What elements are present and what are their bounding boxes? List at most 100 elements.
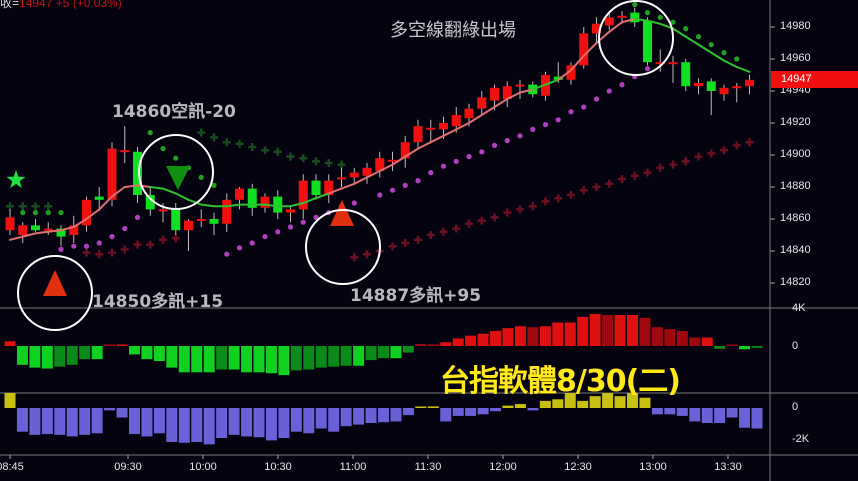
trend-line-segment — [697, 43, 713, 54]
trend-line-segment — [187, 198, 203, 206]
lower-band-cross — [745, 138, 754, 147]
candle-up — [235, 188, 244, 200]
lower-band-cross — [681, 157, 690, 166]
candle-up — [375, 158, 385, 171]
histogram-1-bar-negative — [41, 346, 53, 369]
histogram-2-bar-negative — [701, 408, 713, 424]
candle-up — [604, 17, 614, 26]
upper-band-cross — [210, 133, 218, 142]
candle-up — [184, 220, 193, 231]
trend-line-segment — [378, 163, 394, 172]
time-tick-label: 10:30 — [264, 461, 292, 473]
candle-down — [630, 12, 640, 23]
histogram-1-bar-positive — [627, 314, 638, 346]
chart-title: 台指軟體8/30(二) — [440, 364, 681, 399]
price-tick-label: 14820 — [780, 276, 811, 288]
trend-line-segment — [646, 19, 662, 25]
candle-up — [107, 148, 117, 200]
signal-dot — [198, 174, 204, 180]
candle-up — [196, 219, 206, 221]
histogram-1-bar-positive — [514, 326, 526, 346]
exit-note: 多空線翻綠出場 — [390, 20, 516, 41]
signal-dot — [58, 210, 64, 216]
histogram-2-bar-negative — [178, 408, 190, 443]
band-dot — [134, 214, 141, 220]
band-dot — [351, 200, 357, 206]
lower-band-cross — [120, 245, 129, 254]
lower-band-cross — [630, 171, 639, 180]
candle-up — [439, 123, 448, 130]
histogram-1-bar-negative — [91, 346, 103, 360]
trend-line-segment — [608, 21, 623, 33]
histogram-2-bar-positive — [614, 396, 626, 408]
candle-down — [643, 20, 652, 63]
time-tick-label: 09:30 — [114, 461, 142, 473]
histogram-1-bar-negative — [365, 346, 377, 361]
band-dot — [83, 243, 90, 249]
histogram-1-bar-positive — [676, 330, 688, 346]
upper-band-cross — [248, 143, 257, 151]
lower-band-cross — [401, 239, 410, 247]
lower-band-cross — [95, 250, 104, 259]
signal-dot — [721, 50, 727, 56]
lower-band-cross — [605, 179, 614, 188]
candle-up — [451, 115, 461, 127]
price-tick-label: 14900 — [780, 148, 811, 160]
histogram-2-bar-negative — [66, 408, 78, 437]
signal-dot — [160, 146, 166, 152]
histogram-2-bar-negative — [340, 408, 352, 427]
histogram-1-bar-positive — [664, 329, 676, 346]
band-dot — [71, 243, 77, 249]
candle-down — [56, 228, 66, 237]
histogram-1-bar-positive — [552, 322, 564, 346]
upper-band-cross — [273, 147, 282, 156]
histogram-1-bar-positive — [415, 344, 427, 346]
histogram-1-bar-negative — [402, 346, 414, 353]
trend-line-segment — [98, 195, 113, 211]
time-tick-label: 10:00 — [189, 461, 217, 473]
lower-band-cross — [720, 146, 728, 155]
indicator-tick-label: 0 — [792, 340, 799, 352]
upper-band-cross — [299, 154, 308, 163]
long-signal-label-2: 14887多訊+95 — [350, 286, 482, 306]
histogram-1-bar-negative — [315, 346, 327, 368]
histogram-1-bar-positive — [564, 322, 576, 346]
histogram-2-bar-positive — [415, 406, 427, 408]
candle-up — [349, 172, 359, 178]
candle-up — [222, 199, 232, 224]
histogram-2-bar-positive — [639, 397, 651, 408]
indicator-tick-label: -2K — [792, 433, 810, 445]
band-dot — [619, 82, 625, 88]
lower-band-cross — [579, 186, 588, 195]
histogram-1-bar-negative — [54, 346, 66, 367]
signal-dot — [734, 56, 740, 62]
signal-dot — [670, 19, 676, 25]
histogram-2-bar-negative — [116, 408, 128, 418]
trend-line-segment — [621, 18, 636, 24]
histogram-1-bar-positive — [490, 330, 502, 346]
lower-band-cross — [694, 152, 703, 161]
histogram-1-bar-negative — [153, 346, 165, 362]
histogram-2-bar-negative — [440, 408, 452, 422]
histogram-1-bar-positive — [440, 342, 452, 346]
candle-up — [592, 23, 601, 34]
upper-band-cross — [44, 202, 53, 211]
band-dot — [568, 109, 574, 115]
histogram-2-bar-negative — [490, 408, 502, 412]
trend-line-segment — [417, 141, 432, 150]
lower-band-cross — [516, 205, 524, 214]
short-signal-label: 14860空訊-20 — [112, 102, 236, 122]
histogram-2-bar-negative — [228, 408, 240, 435]
band-dot — [479, 149, 485, 155]
trend-line-segment — [429, 134, 445, 144]
histogram-2-bar-negative — [153, 408, 165, 434]
band-dot — [96, 240, 102, 246]
trend-line-segment — [544, 78, 560, 86]
trend-line-segment — [735, 66, 751, 73]
last-price-badge: 14947 — [771, 71, 858, 88]
histogram-1-bar-negative — [16, 346, 28, 365]
highlight-circle — [598, 0, 674, 76]
candle-up — [158, 209, 168, 212]
lower-band-cross — [350, 253, 359, 262]
